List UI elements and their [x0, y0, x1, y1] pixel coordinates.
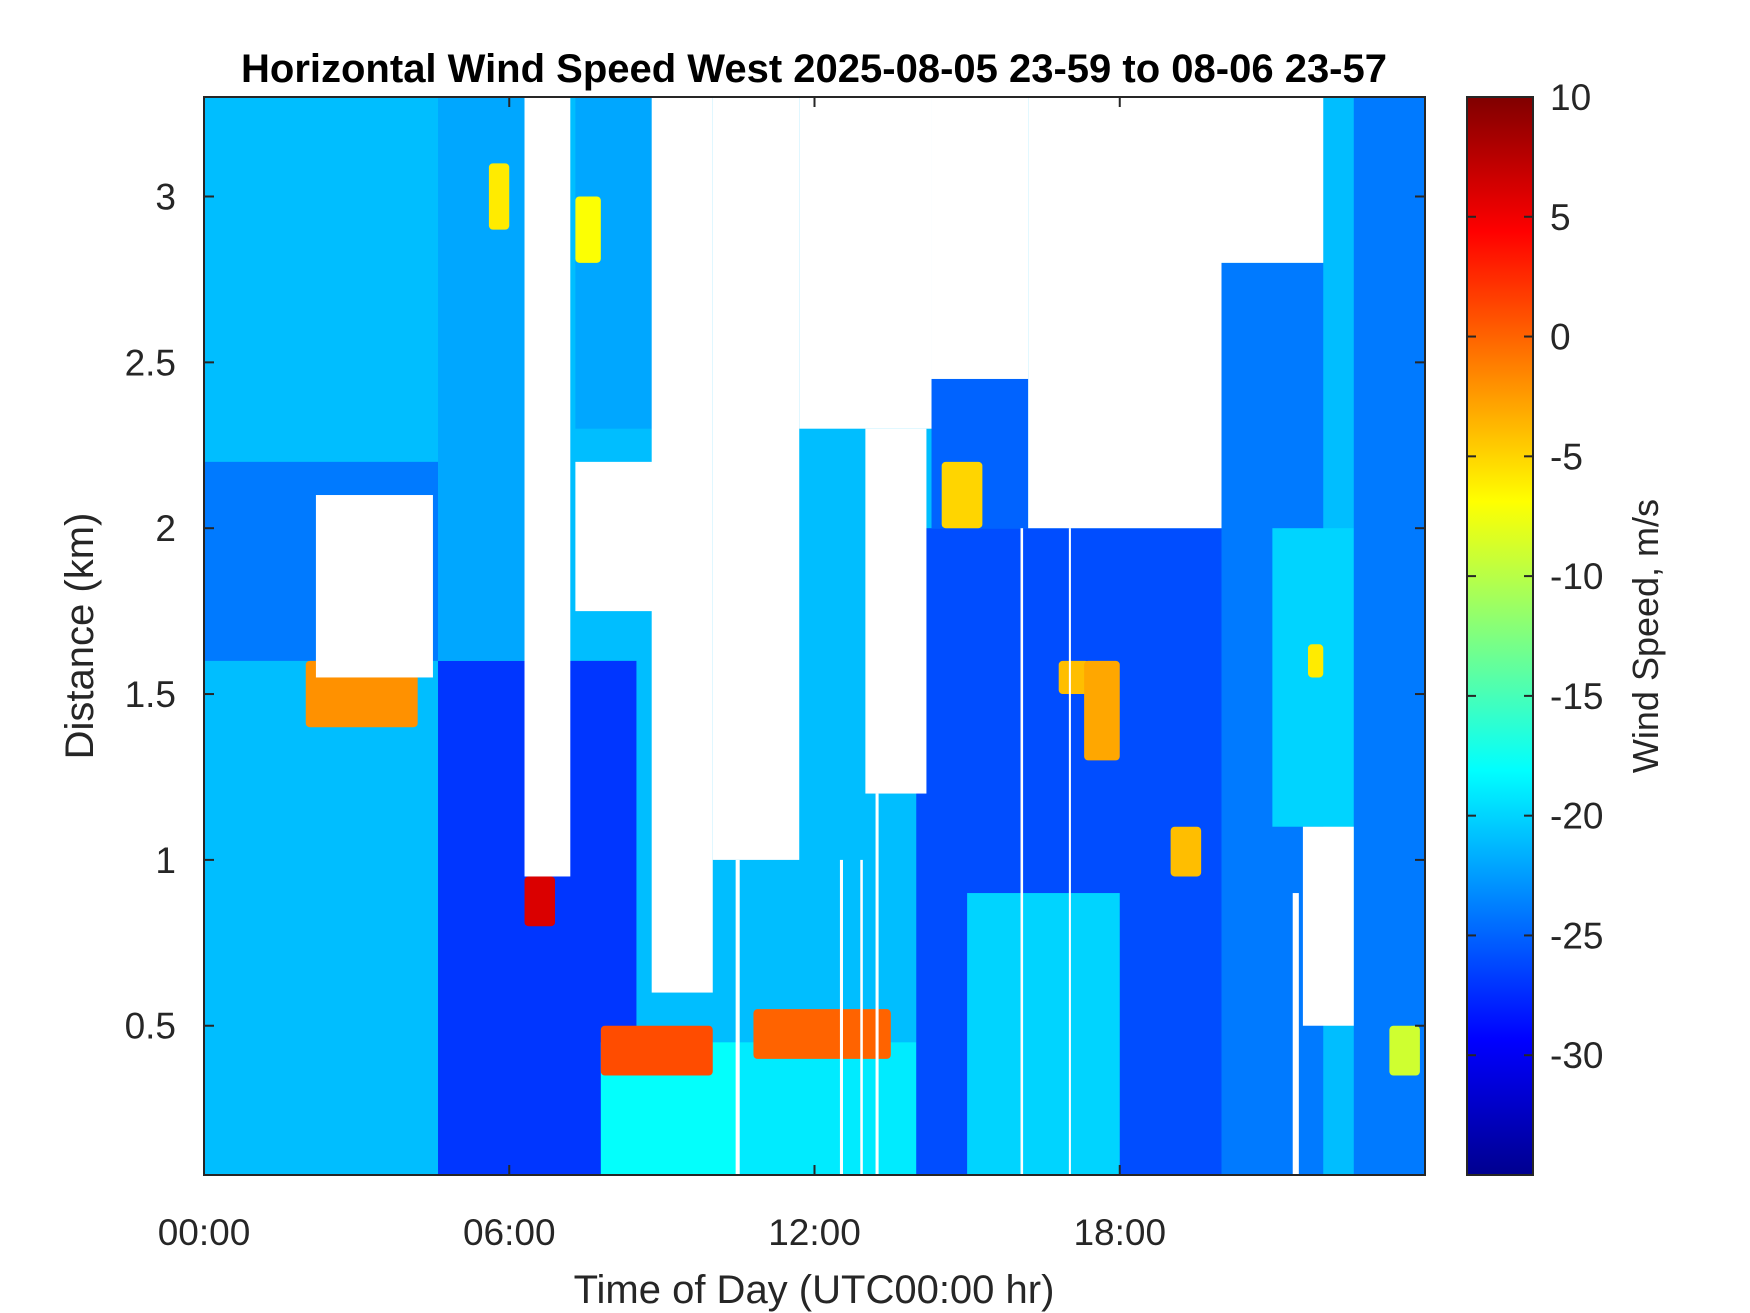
y-tick-label: 1: [155, 840, 176, 881]
heatmap-feature: [1389, 1025, 1420, 1076]
no-data-column: [1020, 528, 1024, 1175]
heatmap-feature: [1084, 660, 1120, 761]
y-axis-ticks: 0.5 1 1.5 2 2.5 3: [125, 177, 1425, 1047]
colorbar-tick-label: -10: [1550, 556, 1603, 597]
heatmap-plot-area: [204, 97, 1425, 1175]
no-data-region: [1302, 826, 1354, 1026]
heatmap-feature: [1307, 644, 1324, 678]
heatmap-feature: [488, 163, 510, 230]
colorbar-tick-label: -25: [1550, 915, 1603, 956]
heatmap-feature: [941, 461, 983, 529]
no-data-column: [1068, 528, 1071, 1175]
colorbar-label: Wind Speed, m/s: [1625, 499, 1666, 773]
no-data-column: [839, 859, 843, 1175]
x-tick-label: 12:00: [768, 1212, 861, 1253]
no-data-region: [651, 97, 713, 993]
no-data-column: [875, 793, 879, 1175]
no-data-region: [315, 495, 433, 678]
y-tick-label: 1.5: [125, 674, 176, 715]
heatmap-region: [967, 893, 1120, 1175]
heatmap-region: [738, 1042, 917, 1175]
heatmap-feature: [524, 876, 556, 927]
y-tick-label: 0.5: [125, 1006, 176, 1047]
x-tick-label: 18:00: [1073, 1212, 1166, 1253]
no-data-column: [735, 859, 740, 1175]
y-axis-label: Distance (km): [58, 513, 102, 760]
no-data-column: [1292, 893, 1299, 1175]
heatmap-region: [438, 97, 525, 661]
y-tick-label: 3: [155, 177, 176, 218]
x-axis-ticks: 00:00 06:00 12:00 18:00: [158, 97, 1166, 1253]
heatmap-feature: [1170, 826, 1202, 877]
no-data-region: [799, 97, 932, 429]
no-data-region: [712, 97, 800, 860]
colorbar-tick-label: 0: [1550, 317, 1571, 358]
y-tick-label: 2.5: [125, 342, 176, 383]
heatmap-feature: [600, 1025, 713, 1076]
colorbar-tick-label: 10: [1550, 77, 1591, 118]
no-data-regions: [315, 97, 1354, 1175]
colorbar: [1466, 96, 1534, 1176]
colorbar-tick-label: 5: [1550, 197, 1571, 238]
colorbar-ticks: 10 5 0 -5 -10 -15 -20 -25 -30: [1467, 77, 1603, 1076]
x-tick-label: 00:00: [158, 1212, 251, 1253]
heatmap-feature: [575, 196, 601, 263]
heatmap-region: [1353, 97, 1425, 1175]
no-data-region: [524, 97, 571, 877]
chart-title: Horizontal Wind Speed West 2025-08-05 23…: [241, 47, 1387, 91]
y-tick-label: 2: [155, 508, 176, 549]
heatmap-feature: [753, 1009, 891, 1059]
no-data-region: [1028, 97, 1222, 529]
colorbar-tick-label: -30: [1550, 1035, 1603, 1076]
no-data-column: [860, 859, 863, 1175]
no-data-region: [1221, 97, 1324, 263]
x-tick-label: 06:00: [463, 1212, 556, 1253]
no-data-region: [931, 97, 1029, 379]
colorbar-tick-label: -15: [1550, 676, 1603, 717]
x-axis-label: Time of Day (UTC00:00 hr): [574, 1268, 1055, 1312]
colorbar-tick-label: -5: [1550, 436, 1583, 477]
heatmap-feature: [1058, 660, 1090, 695]
colorbar-tick-label: -20: [1550, 796, 1603, 837]
no-data-region: [865, 428, 927, 794]
